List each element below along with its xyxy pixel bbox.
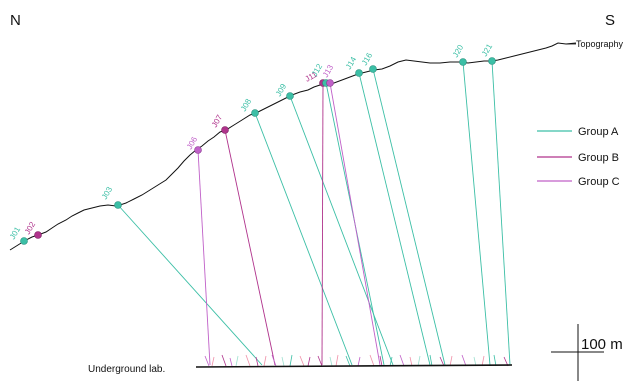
station-marker-j14 [355,69,363,77]
fracture-tick [461,354,467,367]
station-marker-j20 [459,58,467,66]
fracture-tick [204,355,210,367]
south-label: S [605,12,615,29]
fracture-tick [289,354,293,367]
borehole-line-j09 [289,95,394,366]
station-marker-j13 [326,79,334,87]
fracture-tick [389,356,393,367]
fracture-tick [409,356,413,367]
fracture-tick [369,354,375,367]
fracture-tick [211,356,215,367]
legend-label-group-c: Group C [578,176,620,188]
fracture-tick [221,354,227,367]
station-label-j16: J16 [360,51,375,67]
fracture-tick [417,355,421,367]
fracture-tick [281,356,285,367]
fracture-tick [357,356,361,367]
fracture-tick [439,356,445,367]
station-marker-j08 [251,109,259,117]
station-label-j14: J14 [344,55,359,71]
fracture-tick [493,354,497,367]
legend-label-group-b: Group B [578,152,619,164]
legend: Group A Group B Group C [537,126,620,188]
station-label-j20: J20 [451,43,466,59]
station-marker-j09 [286,92,294,100]
fracture-tick [481,355,485,367]
station-marker-j21 [488,57,496,65]
topography-label: Topography [576,39,624,49]
fracture-tick [255,356,259,367]
borehole-lines [117,60,511,366]
station-marker-j02 [34,231,42,239]
station-label-j21: J21 [480,42,495,58]
scale-bar: 100 m [551,324,623,381]
station-marker-j01 [20,237,28,245]
fracture-tick [345,355,351,367]
fracture-tick [449,355,453,367]
borehole-line-j03 [117,204,263,366]
station-marker-j16 [369,65,377,73]
borehole-line-j11 [321,82,324,366]
topography-line [9,42,577,251]
borehole-line-j20 [462,61,491,366]
borehole-line-j16 [372,68,446,366]
north-label: N [10,12,21,29]
fracture-tick [379,355,383,367]
borehole-line-j07 [224,129,276,366]
station-marker-j06 [194,146,202,154]
fracture-tick [329,356,333,367]
fracture-tick [335,354,339,367]
fracture-tick [299,355,305,367]
borehole-line-j21 [491,60,511,366]
fracture-ticks [204,354,509,367]
borehole-line-j06 [197,149,211,366]
fracture-tick [263,355,267,367]
station-marker-j07 [221,126,229,134]
borehole-line-j14 [358,72,431,366]
station-label-j13: J13 [321,63,336,79]
underground-lab-line [195,364,513,368]
scale-bar-label: 100 m [581,336,623,353]
borehole-line-j13 [329,82,381,366]
station-marker-j03 [114,201,122,209]
station-label-j08: J08 [239,97,254,113]
station-label-j07: J07 [210,113,225,129]
station-markers [20,57,496,245]
fracture-tick [245,354,251,367]
fracture-tick [399,354,405,367]
fracture-tick [229,357,233,367]
fracture-tick [307,356,311,367]
fracture-tick [271,354,277,367]
legend-label-group-a: Group A [578,126,619,138]
station-label-j03: J03 [100,185,115,201]
fracture-tick [317,355,323,367]
station-label-j01: J01 [8,225,23,241]
borehole-line-j08 [254,112,353,366]
fracture-tick [235,355,239,367]
underground-lab-label: Underground lab. [88,364,165,375]
fracture-tick [429,354,433,367]
